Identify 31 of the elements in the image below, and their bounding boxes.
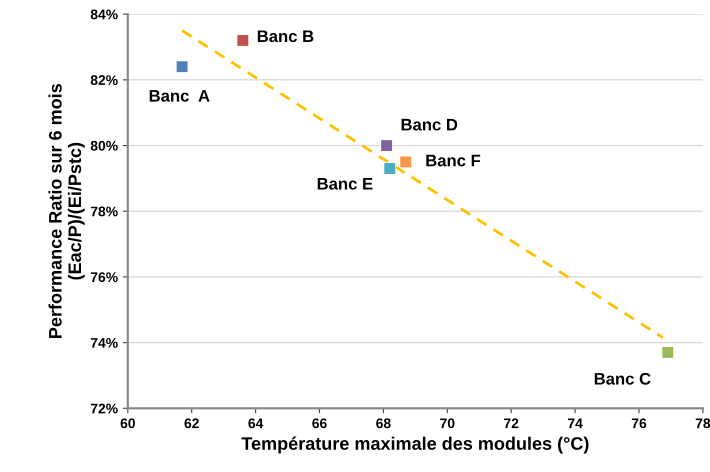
point [384,162,396,175]
series-label: Banc B [258,30,314,42]
y-tick-label: 76% [90,272,118,282]
point [176,60,188,73]
x-tick-label: 64 [248,418,264,428]
point [662,346,674,359]
series-label: Banc E [318,178,372,190]
point [380,139,393,152]
series-label: Banc F [426,154,480,166]
y-tick-label: 72% [90,404,118,414]
x-tick-label: 72 [504,418,518,428]
point [236,34,249,47]
x-tick-label: 70 [440,418,454,428]
x-tick-label: 66 [312,418,327,428]
y-tick-label: 74% [90,338,118,348]
x-axis-title: Température maximale des modules (°C) [242,436,588,454]
series-label: Banc A [150,90,210,102]
y-tick-label: 84% [90,9,118,20]
y-axis-title: Performance Ratio sur 6 mois (Eac/P)/(Ei/Pstc) [48,84,85,338]
series-label: Banc C [594,372,651,385]
x-tick-label: 78 [696,418,710,428]
x-tick-label: 60 [120,418,135,428]
x-tick-label: 68 [376,418,391,428]
y-tick-label: 80% [90,140,118,151]
series-label: Banc D [402,118,458,131]
point [400,156,412,168]
y-tick-label: 82% [90,75,118,86]
x-tick-label: 76 [632,418,646,428]
x-tick-label: 74 [568,418,583,428]
y-tick-label: 78% [90,206,118,216]
x-tick-label: 62 [184,418,199,428]
